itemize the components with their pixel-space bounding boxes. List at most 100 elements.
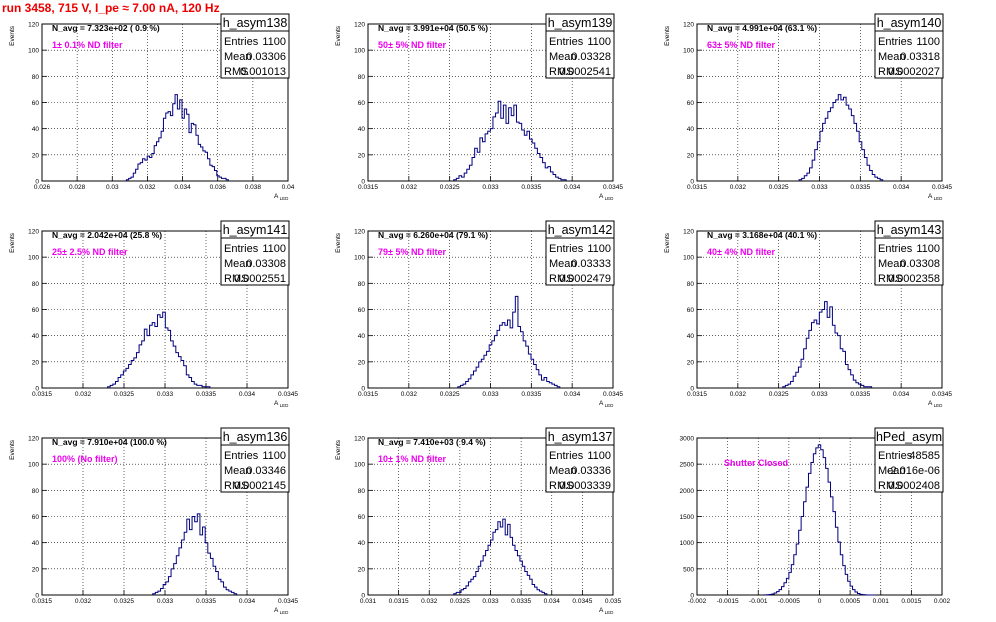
stats-value: -2.016e-06: [887, 465, 940, 477]
y-tick-label: 40: [358, 333, 366, 340]
stats-value: 0.03318: [900, 51, 940, 63]
stats-title: h_asym138: [223, 16, 288, 30]
stats-title: h_asym140: [877, 16, 942, 30]
filter-label: 25± 2.5% ND filter: [52, 247, 128, 257]
stats-label: RMS: [224, 480, 248, 492]
x-tick-label: 0.0315: [389, 598, 409, 605]
stats-label: Entries: [878, 243, 913, 255]
x-tick-label: 0.0335: [850, 184, 870, 191]
y-tick-label: 0: [361, 179, 365, 186]
stats-label: Entries: [878, 450, 913, 462]
stats-title: hPed_asym: [876, 430, 942, 444]
stats-value: 0.03336: [571, 465, 611, 477]
y-tick-label: 80: [358, 488, 366, 495]
stats-box: [874, 30, 944, 79]
x-tick-label: 0.033: [811, 391, 828, 398]
stats-label: RMS: [224, 66, 248, 78]
x-tick-label: 0.0345: [932, 391, 952, 398]
x-axis-label: A LED: [599, 193, 614, 201]
y-tick-label: 120: [683, 22, 694, 29]
n-avg-annotation: N_avg = 3.168e+04 (40.1 %): [707, 230, 817, 240]
y-tick-label: 100: [28, 462, 39, 469]
y-tick-label: 60: [687, 100, 695, 107]
stats-value: 48585: [909, 450, 940, 462]
y-tick-label: 20: [687, 359, 695, 366]
x-tick-label: 0.002: [934, 598, 951, 605]
stats-label: RMS: [878, 66, 902, 78]
stats-label: Mean: [878, 465, 906, 477]
y-tick-label: 60: [358, 100, 366, 107]
x-tick-label: 0.028: [69, 184, 86, 191]
stats-label: Mean: [224, 51, 252, 63]
stats-value: 0.0002408: [888, 480, 940, 492]
y-tick-label: 0: [690, 593, 694, 600]
x-tick-label: 0.0315: [687, 184, 707, 191]
stats-title: h_asym142: [548, 223, 613, 237]
x-tick-label: 0.0335: [196, 598, 216, 605]
histogram-line: [798, 94, 884, 181]
x-tick-label: 0.033: [482, 184, 499, 191]
y-tick-label: 60: [358, 307, 366, 314]
filter-label: 50± 5% ND filter: [378, 40, 446, 50]
x-tick-label: 0.04: [282, 184, 295, 191]
x-tick-label: 0.0345: [603, 391, 623, 398]
histogram-panel-h_asym143: 0.0315 0.032 0.0325 0.033 0.0335 0.034 0.0345 0…: [664, 220, 952, 408]
y-axis-label: Events: [664, 232, 671, 253]
y-tick-label: 100: [28, 255, 39, 262]
y-tick-label: 60: [358, 514, 366, 521]
filter-label: 79± 5% ND filter: [378, 247, 446, 257]
x-axis-label: A LED: [928, 400, 943, 408]
x-tick-label: 0.038: [245, 184, 262, 191]
stats-value: 0.03306: [246, 51, 286, 63]
x-tick-label: 0.036: [210, 184, 227, 191]
y-axis-label: Events: [9, 439, 16, 460]
y-tick-label: 120: [683, 229, 694, 236]
y-tick-label: 20: [32, 566, 40, 573]
stats-value: 1100: [587, 243, 611, 255]
x-tick-label: 0.0325: [114, 598, 134, 605]
histogram-panel-h_asym142: 0.0315 0.032 0.0325 0.033 0.0335 0.034 0.0345 0…: [335, 220, 623, 408]
filter-label: 10± 1% ND filter: [378, 454, 446, 464]
y-axis-label: Events: [335, 25, 342, 46]
y-tick-label: 100: [683, 255, 694, 262]
stats-value: 0.0002551: [234, 273, 286, 285]
histogram-line: [763, 444, 876, 596]
n-avg-annotation: N_avg = 2.042e+04 (25.8 %): [52, 230, 162, 240]
histogram-line: [453, 100, 567, 181]
shutter-label: Shutter Closed: [724, 458, 788, 468]
n-avg-annotation: N_avg = 7.910e+04 (100.0 %): [52, 437, 167, 447]
x-tick-label: -0.002: [688, 598, 707, 605]
x-tick-label: 0.03: [106, 184, 119, 191]
y-tick-label: 80: [32, 281, 40, 288]
stats-value: 0.0002027: [888, 66, 940, 78]
stats-value: 0.03346: [246, 465, 286, 477]
stats-label: RMS: [878, 480, 902, 492]
y-tick-label: 60: [32, 307, 40, 314]
y-axis-label: Events: [664, 25, 671, 46]
stats-box: [545, 444, 615, 493]
stats-label: RMS: [549, 273, 573, 285]
x-axis-label: A LED: [928, 193, 943, 201]
y-tick-label: 80: [32, 488, 40, 495]
y-tick-label: 100: [683, 48, 694, 55]
stats-box: [874, 237, 944, 286]
stats-value: 0.0002541: [559, 66, 611, 78]
x-tick-label: 0.0315: [32, 391, 52, 398]
stats-value: 1100: [916, 36, 940, 48]
histogram-line: [457, 295, 561, 388]
histogram-panel-h_asym138: 0.026 0.028 0.03 0.032 0.034 0.036 0.038 0.04 0 2…: [9, 13, 295, 201]
stats-label: Entries: [224, 36, 259, 48]
n-avg-annotation: N_avg = 6.260e+04 (79.1 %): [378, 230, 488, 240]
y-tick-label: 120: [354, 22, 365, 29]
stats-title: h_asym136: [223, 430, 288, 444]
x-tick-label: 0.0335: [521, 184, 541, 191]
x-tick-label: 0.026: [34, 184, 51, 191]
stats-label: Entries: [878, 36, 913, 48]
y-tick-label: 100: [354, 255, 365, 262]
histogram-panel-h_asym140: 0.0315 0.032 0.0325 0.033 0.0335 0.034 0.0345 0…: [664, 13, 952, 201]
y-axis-label: Events: [9, 232, 16, 253]
y-tick-label: 80: [32, 74, 40, 81]
x-tick-label: 0.034: [239, 391, 256, 398]
stats-label: Entries: [224, 450, 259, 462]
